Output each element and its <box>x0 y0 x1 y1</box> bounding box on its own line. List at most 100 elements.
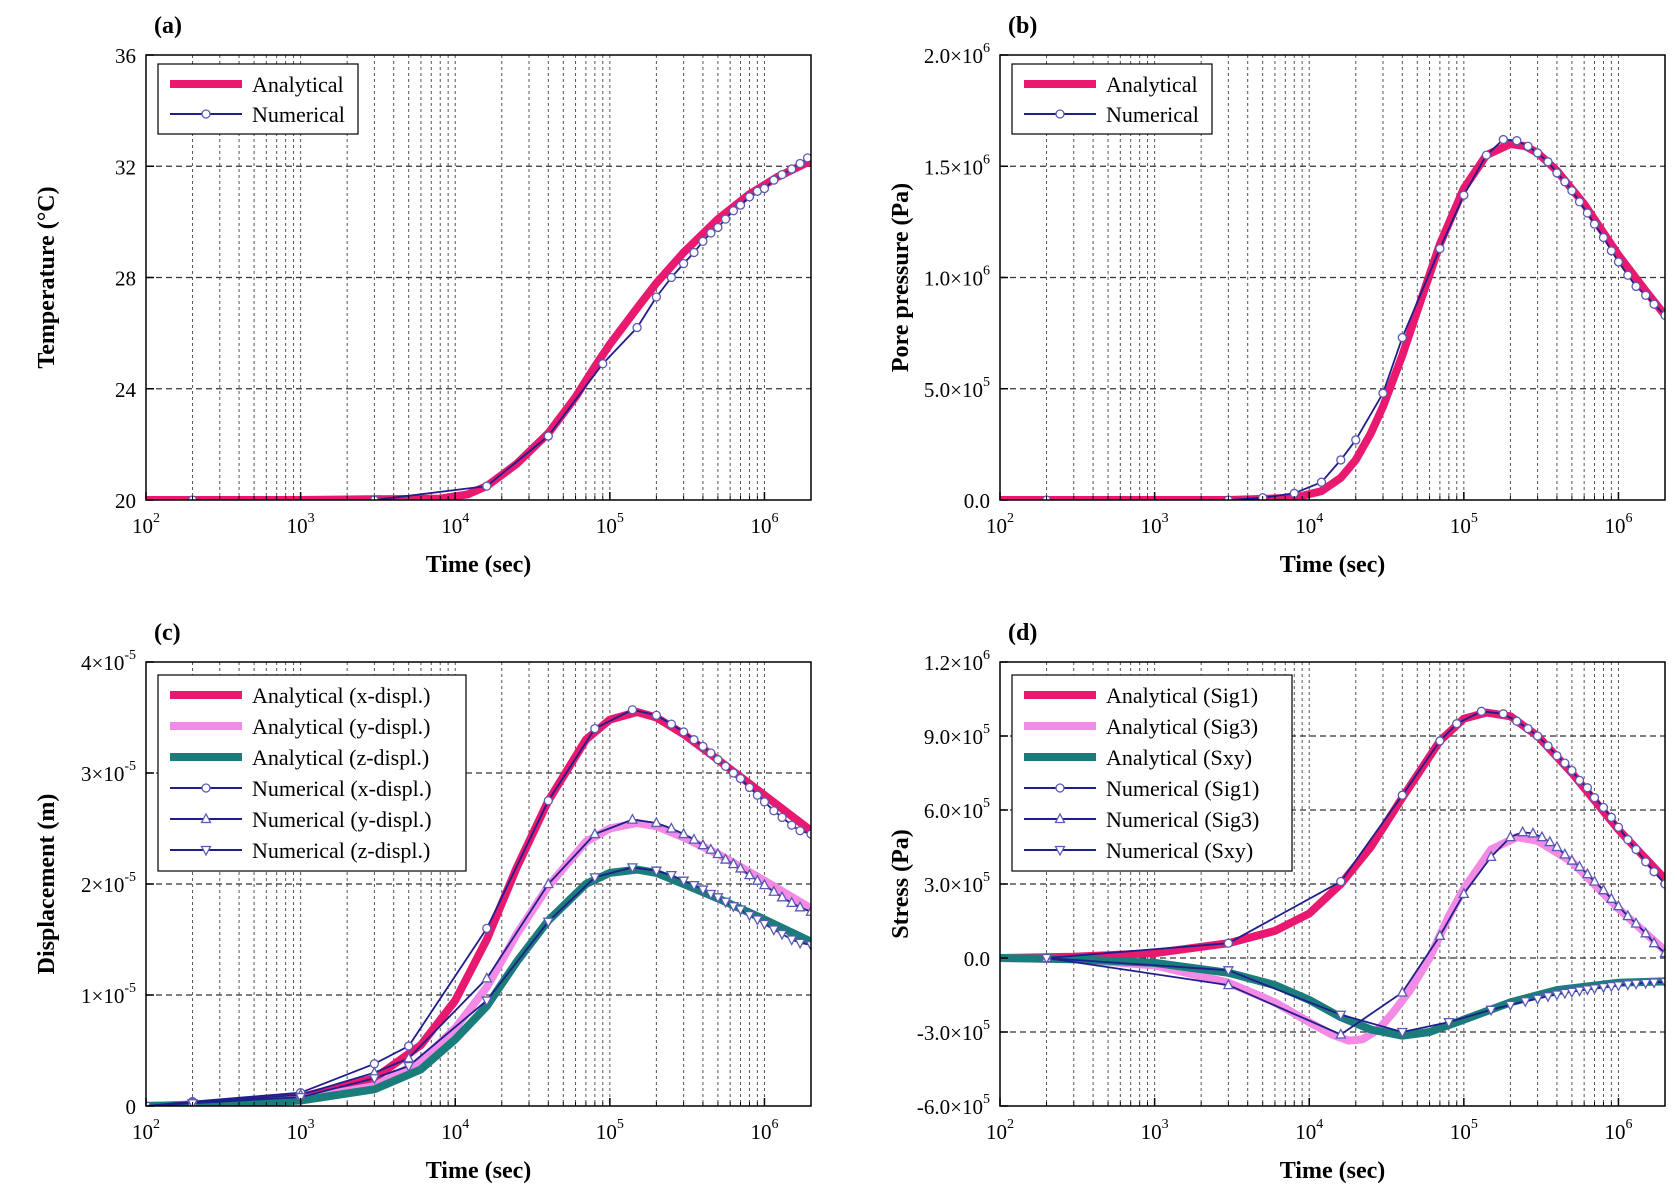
x-tick-label: 106 <box>750 1117 778 1144</box>
data-point-triangle-down <box>1559 988 1571 1000</box>
legend-entry: Numerical <box>252 102 345 127</box>
data-point-triangle-up <box>705 843 717 854</box>
panel-b: 102 103 104 105 106 0.0 5.0×105 1.0×106 1.5×106 2… <box>888 13 1666 578</box>
data-point-triangle-up <box>626 813 639 824</box>
data-point-triangle-down <box>1566 987 1578 999</box>
data-point-circle <box>1498 134 1508 145</box>
data-point-triangle-down <box>1222 966 1234 977</box>
data-point-circle <box>1567 186 1577 196</box>
panel-c: 102 103 104 105 106 0 1×10-5 2×10-5 3×10-5 4×10-5… <box>34 620 812 1184</box>
legend-entry: Analytical (z-displ.) <box>252 745 429 770</box>
data-point-circle <box>787 164 797 174</box>
legend-box <box>157 674 467 872</box>
data-point-triangle-up <box>1566 854 1578 865</box>
data-point-circle <box>1512 136 1522 146</box>
data-point-triangle-up <box>1544 835 1556 847</box>
x-tick-label: 105 <box>596 1117 624 1144</box>
legend-marker-circle <box>1055 783 1065 793</box>
data-point-circle <box>1351 435 1361 445</box>
data-point-circle <box>795 826 805 836</box>
y-tick-label: 3.0×105 <box>924 870 990 897</box>
data-point-triangle-up <box>589 827 601 839</box>
data-point-circle <box>666 272 677 283</box>
data-point-triangle-up <box>1659 946 1665 958</box>
y-axis-title: Pore pressure (Pa) <box>888 183 914 372</box>
data-point-triangle-up <box>1527 827 1539 838</box>
data-point-circle <box>689 735 699 745</box>
data-point-triangle-down <box>542 917 554 929</box>
panel-label: (a) <box>154 13 182 39</box>
data-point-triangle-down <box>1612 981 1625 992</box>
data-point-circle <box>1641 290 1651 300</box>
x-tick-label: 103 <box>287 1117 315 1144</box>
legend-entry: Numerical (Sig3) <box>1106 807 1259 832</box>
y-tick-label: 4×10-5 <box>81 648 136 675</box>
legend-entry: Numerical (x-displ.) <box>252 776 432 801</box>
data-point-triangle-down <box>481 996 493 1007</box>
data-point-triangle-down <box>727 902 740 913</box>
data-point-triangle-down <box>1443 1017 1455 1029</box>
y-tick-label: 9.0×105 <box>924 722 990 749</box>
data-point-circle <box>1574 775 1585 786</box>
data-point-circle <box>1316 477 1327 487</box>
data-point-circle <box>769 806 779 816</box>
data-point-circle <box>1336 455 1346 465</box>
data-point-triangle-up <box>1573 860 1586 871</box>
data-point-triangle-up <box>1396 986 1408 997</box>
legend: Analytical (x-displ.) Analytical (y-displ… <box>157 674 467 872</box>
data-point-triangle-down <box>1532 994 1544 1006</box>
x-tick-label: 102 <box>132 511 160 538</box>
data-point-circle <box>666 719 677 729</box>
data-point-triangle-down <box>697 885 709 896</box>
gridlines <box>146 55 811 500</box>
data-point-circle <box>706 228 716 238</box>
x-tick-label: 102 <box>986 1117 1014 1144</box>
data-point-triangle-up <box>1630 917 1642 928</box>
data-point-triangle-down <box>403 1061 415 1073</box>
plot-area <box>146 705 811 1106</box>
data-point-triangle-down <box>712 893 724 904</box>
data-point-triangle-down <box>678 876 690 888</box>
data-point-triangle-down <box>146 1101 152 1106</box>
series-line-analytical <box>1000 140 1665 500</box>
data-point-circle <box>1552 751 1562 761</box>
data-point-triangle-down <box>734 905 747 916</box>
data-point-circle <box>1623 270 1633 280</box>
data-point-triangle-up <box>688 833 700 844</box>
y-tick-label: 0.0 <box>964 947 990 971</box>
data-point-triangle-up <box>805 905 811 916</box>
data-point-circle <box>769 175 779 185</box>
legend-entry: Analytical <box>252 72 344 97</box>
legend-marker-triangle-down <box>200 845 212 857</box>
data-point-circle <box>632 322 642 333</box>
x-tick-label: 104 <box>441 1117 469 1144</box>
data-point-circle <box>1223 938 1234 948</box>
data-point-circle <box>689 247 699 258</box>
data-point-circle <box>1582 783 1593 793</box>
data-point-triangle-up <box>665 822 677 833</box>
legend-entry: Analytical <box>1106 72 1198 97</box>
data-point-triangle-up <box>1434 929 1446 940</box>
data-point-triangle-up <box>734 862 747 873</box>
data-point-circle <box>482 481 492 491</box>
data-point-triangle-up <box>1517 825 1529 837</box>
x-tick-label: 106 <box>1604 1117 1632 1144</box>
data-point-triangle-up <box>1559 848 1571 859</box>
data-point-triangle-up <box>1597 883 1610 895</box>
data-point-triangle-up <box>403 1051 415 1063</box>
data-point-triangle-up <box>650 816 662 828</box>
data-point-circle <box>1543 157 1553 167</box>
data-point-triangle-down <box>776 929 788 941</box>
legend-marker-circle <box>201 783 211 793</box>
data-point-circle <box>1613 822 1624 832</box>
data-point-circle <box>651 710 662 720</box>
data-point-triangle-down <box>719 897 732 909</box>
data-point-triangle-down <box>1630 979 1642 991</box>
data-point-triangle-up <box>1648 936 1660 948</box>
plot-area <box>1000 706 1665 1045</box>
y-axis-title: Temperature (°C) <box>34 186 60 368</box>
legend: Analytical (Sig1) Analytical (Sig3) Analyt… <box>1011 674 1293 872</box>
x-axis-title: Time (sec) <box>1280 552 1386 578</box>
y-tick-label: 2.0×106 <box>924 41 990 68</box>
data-point-triangle-up <box>1485 850 1497 862</box>
